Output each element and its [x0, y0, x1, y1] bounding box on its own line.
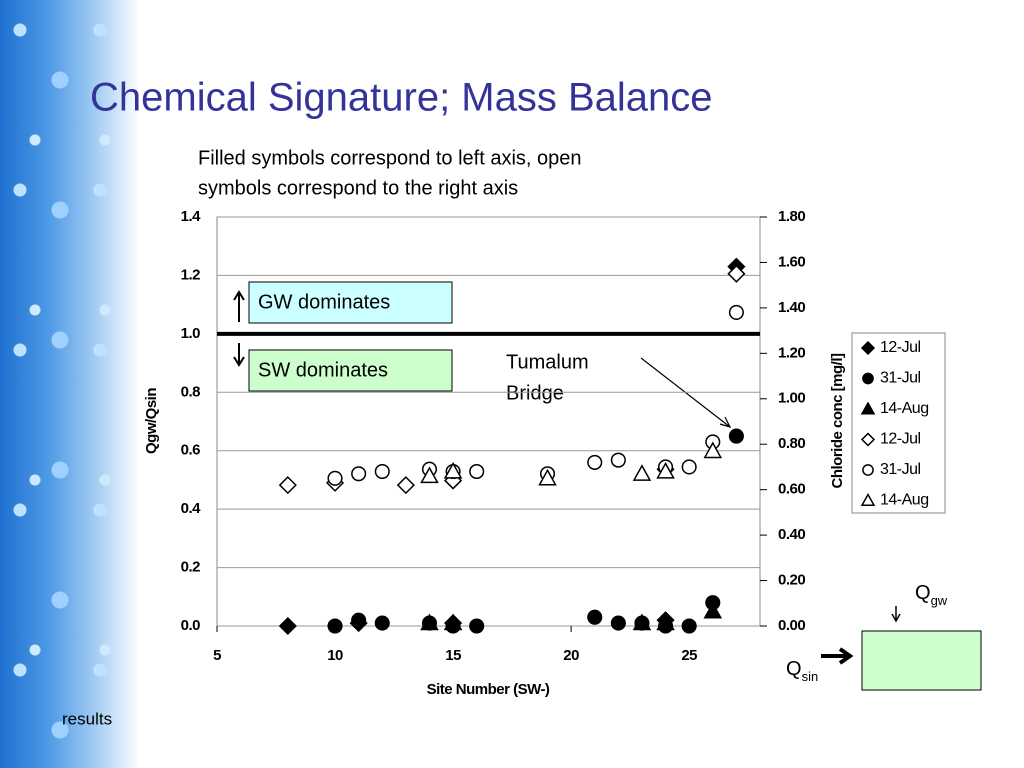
- marker: [420, 466, 439, 484]
- footer-text: results: [62, 709, 112, 728]
- diagram-box: [861, 630, 982, 691]
- decorative-stripe: [0, 0, 140, 768]
- plot-area: [216, 216, 761, 627]
- marker: [610, 615, 626, 631]
- marker: [656, 461, 675, 479]
- marker: [632, 613, 652, 631]
- flow-symbol: Q: [915, 582, 931, 604]
- y-tick-label: 0.4: [181, 500, 202, 517]
- marker: [728, 304, 744, 320]
- x-tick-label: 10: [327, 647, 343, 664]
- arrow-down: [233, 343, 245, 367]
- y-tick-label: 0.6: [181, 442, 201, 459]
- legend-label: 31-Jul: [880, 370, 921, 387]
- marker: [396, 476, 415, 495]
- x-tick-label: 25: [681, 647, 697, 664]
- y2-tick-label: 1.20: [778, 344, 805, 361]
- arrow-up: [233, 290, 245, 322]
- marker: [327, 470, 343, 486]
- marker: [860, 340, 876, 356]
- marker: [351, 466, 367, 482]
- y-tick-label: 0.0: [181, 617, 201, 634]
- flow-symbol: Q: [786, 658, 802, 680]
- y2-tick-label: 1.00: [778, 390, 805, 407]
- marker: [681, 618, 697, 634]
- y-axis-label: Qgw/Qsin: [143, 388, 160, 454]
- flow-subscript: gw: [931, 593, 948, 608]
- legend-label: 14-Aug: [880, 492, 929, 509]
- marker: [443, 613, 463, 631]
- marker: [728, 428, 744, 444]
- annotation: Tumalum: [506, 351, 589, 373]
- y2-tick-label: 1.80: [778, 208, 805, 225]
- marker: [351, 612, 367, 628]
- marker: [681, 459, 697, 475]
- legend-label: 31-Jul: [880, 461, 921, 478]
- y2-tick-label: 1.60: [778, 253, 805, 270]
- marker: [862, 464, 874, 476]
- marker: [278, 616, 297, 636]
- legend-label: 12-Jul: [880, 339, 921, 356]
- legend-label: 14-Aug: [880, 400, 929, 417]
- x-axis-label: Site Number (SW-): [427, 681, 550, 698]
- marker: [374, 615, 390, 631]
- marker: [860, 492, 876, 507]
- marker: [727, 264, 746, 283]
- diagram-arrow: [891, 606, 901, 623]
- note-line: symbols correspond to the right axis: [198, 177, 518, 199]
- legend-label: 12-Jul: [880, 431, 921, 448]
- y2-tick-label: 0.40: [778, 526, 805, 543]
- y-tick-label: 1.4: [181, 208, 202, 225]
- flow-label: Qsin: [786, 658, 818, 684]
- y2-tick-label: 0.60: [778, 481, 805, 498]
- x-tick-label: 5: [213, 647, 221, 664]
- flow-subscript: sin: [802, 669, 819, 684]
- marker: [703, 601, 723, 619]
- diagram-arrow: [821, 647, 854, 665]
- annotation-box: [248, 281, 453, 324]
- y2-tick-label: 0.20: [778, 572, 805, 589]
- marker: [656, 613, 675, 631]
- marker: [374, 463, 390, 480]
- annotation: GW dominates: [258, 291, 390, 313]
- marker: [278, 476, 297, 495]
- marker: [860, 401, 876, 415]
- marker: [443, 461, 463, 479]
- y2-axis-label: Chloride conc [mg/l]: [829, 353, 846, 489]
- marker: [587, 609, 603, 625]
- y2-tick-label: 1.40: [778, 299, 805, 316]
- marker: [538, 468, 557, 486]
- marker: [703, 441, 723, 459]
- annotation: SW dominates: [258, 359, 388, 381]
- note-line: Filled symbols correspond to left axis, …: [198, 147, 582, 169]
- marker: [610, 452, 626, 468]
- y-tick-label: 0.2: [181, 559, 201, 576]
- y2-tick-label: 0.00: [778, 617, 805, 634]
- flow-label: Qgw: [915, 582, 948, 608]
- y-tick-label: 1.0: [181, 325, 201, 342]
- marker: [587, 454, 603, 470]
- annotation: Bridge: [506, 382, 564, 404]
- marker: [420, 613, 439, 631]
- legend: [851, 332, 946, 514]
- y2-tick-label: 0.80: [778, 435, 805, 452]
- marker: [862, 372, 874, 385]
- slide-title: Chemical Signature; Mass Balance: [90, 76, 713, 120]
- x-tick-label: 20: [563, 647, 579, 664]
- x-tick-label: 15: [445, 647, 461, 664]
- marker: [469, 463, 485, 480]
- annotation-box: [248, 349, 453, 392]
- marker: [327, 618, 343, 634]
- marker: [632, 464, 652, 481]
- y-tick-label: 1.2: [181, 266, 201, 283]
- marker: [469, 618, 485, 634]
- marker: [860, 432, 876, 447]
- y-tick-label: 0.8: [181, 383, 201, 400]
